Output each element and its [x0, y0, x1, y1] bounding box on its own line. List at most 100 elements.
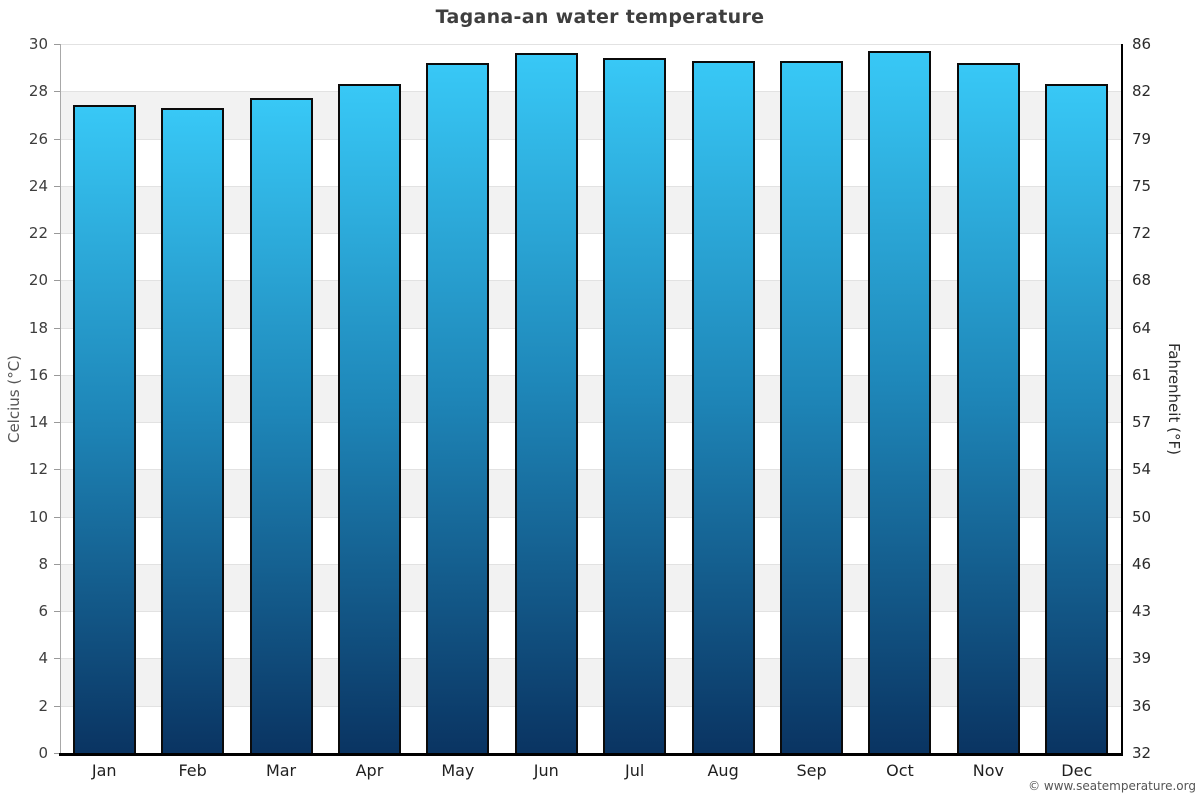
background-band — [60, 422, 1121, 470]
celsius-tick-mark — [54, 91, 60, 93]
gridline — [60, 563, 1121, 565]
background-band — [60, 563, 1121, 612]
background-band — [60, 658, 1121, 706]
fahrenheit-tick-label: 79 — [1132, 129, 1152, 148]
bar-apr — [337, 84, 401, 753]
celsius-tick-mark — [54, 658, 60, 660]
background-band — [60, 516, 1121, 564]
month-label-oct: Oct — [886, 761, 914, 780]
month-label-dec: Dec — [1061, 761, 1093, 780]
celsius-tick-label: 2 — [38, 696, 48, 715]
celsius-tick-mark — [54, 422, 60, 424]
celsius-tick-label: 30 — [28, 35, 48, 53]
celsius-tick-mark — [54, 44, 60, 45]
bar-jul — [603, 58, 667, 753]
fahrenheit-tick-label: 43 — [1132, 602, 1152, 621]
fahrenheit-tick-label: 39 — [1132, 649, 1152, 668]
bar-feb — [161, 107, 225, 753]
bar-aug — [691, 60, 755, 753]
celsius-tick-label: 20 — [28, 271, 48, 290]
fahrenheit-tick-label: 68 — [1132, 271, 1152, 290]
fahrenheit-tick-label: 50 — [1132, 507, 1152, 526]
celsius-tick-mark — [54, 753, 60, 754]
gridline — [60, 138, 1121, 140]
month-label-jan: Jan — [91, 761, 117, 780]
bar-nov — [956, 62, 1020, 753]
bar-oct — [868, 51, 932, 753]
background-band — [60, 91, 1121, 139]
fahrenheit-tick-label: 82 — [1132, 82, 1152, 101]
celsius-tick-mark — [54, 611, 60, 613]
celsius-tick-mark — [54, 280, 60, 282]
fahrenheit-tick-label: 46 — [1132, 554, 1152, 573]
bar-may — [426, 62, 490, 753]
celsius-tick-label: 10 — [28, 507, 48, 526]
background-band — [60, 374, 1121, 423]
celsius-tick-mark — [54, 233, 60, 235]
celsius-tick-label: 16 — [28, 365, 48, 384]
month-label-jun: Jun — [533, 761, 559, 780]
month-label-feb: Feb — [178, 761, 207, 780]
month-label-mar: Mar — [265, 761, 297, 780]
fahrenheit-tick-label: 72 — [1132, 224, 1152, 243]
plot-area — [60, 44, 1121, 753]
gridline — [60, 516, 1121, 518]
celsius-tick-label: 4 — [38, 649, 48, 668]
gridline — [60, 91, 1121, 93]
fahrenheit-tick-label: 64 — [1132, 318, 1152, 337]
month-label-nov: Nov — [972, 761, 1004, 780]
gridline — [60, 44, 1121, 45]
background-band — [60, 611, 1121, 659]
celsius-tick-label: 18 — [28, 318, 48, 337]
background-band — [60, 327, 1121, 375]
celsius-tick-mark — [54, 327, 60, 329]
gridline — [60, 327, 1121, 329]
celsius-tick-label: 6 — [38, 602, 48, 621]
celsius-tick-label: 14 — [28, 413, 48, 432]
left-axis-line — [60, 44, 61, 753]
celsius-tick-label: 24 — [28, 176, 48, 195]
month-label-jul: Jul — [625, 761, 645, 780]
fahrenheit-tick-label: 54 — [1132, 460, 1152, 479]
gridline — [60, 185, 1121, 187]
celsius-tick-label: 28 — [28, 82, 48, 101]
gridline — [60, 705, 1121, 707]
fahrenheit-tick-label: 36 — [1132, 696, 1152, 715]
month-label-sep: Sep — [796, 761, 827, 780]
chart-title: Tagana-an water temperature — [435, 6, 765, 28]
fahrenheit-tick-label: 57 — [1132, 413, 1152, 432]
gridline — [60, 233, 1121, 235]
celsius-tick-mark — [54, 185, 60, 187]
background-band — [60, 138, 1121, 186]
gridline — [60, 658, 1121, 660]
celsius-tick-label: 22 — [28, 224, 48, 243]
celsius-tick-label: 12 — [28, 460, 48, 479]
celsius-tick-mark — [54, 705, 60, 707]
fahrenheit-tick-label: 86 — [1132, 35, 1152, 53]
bar-mar — [249, 98, 313, 753]
copyright-credit: © www.seatemperature.org — [1028, 779, 1196, 793]
background-band — [60, 469, 1121, 517]
bar-jan — [72, 105, 136, 753]
fahrenheit-tick-label: 61 — [1132, 365, 1152, 384]
fahrenheit-tick-label: 75 — [1132, 176, 1152, 195]
gridline — [60, 611, 1121, 613]
celsius-tick-mark — [54, 138, 60, 140]
month-label-may: May — [441, 761, 475, 780]
bar-sep — [780, 60, 844, 753]
celsius-tick-label: 8 — [38, 554, 48, 573]
celsius-tick-label: 26 — [28, 129, 48, 148]
background-band — [60, 44, 1121, 92]
gridline — [60, 469, 1121, 471]
gridline — [60, 374, 1121, 376]
bar-dec — [1045, 84, 1109, 753]
celsius-tick-label: 0 — [38, 744, 48, 762]
celsius-tick-mark — [54, 469, 60, 471]
gridline — [60, 422, 1121, 424]
celsius-tick-mark — [54, 516, 60, 518]
celsius-tick-mark — [54, 563, 60, 565]
background-band — [60, 705, 1121, 753]
background-band — [60, 185, 1121, 234]
background-band — [60, 233, 1121, 281]
